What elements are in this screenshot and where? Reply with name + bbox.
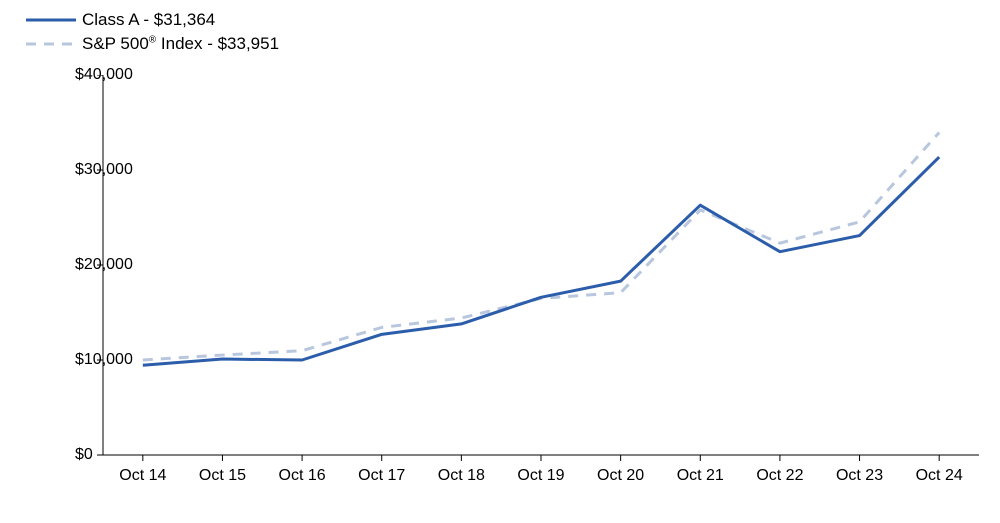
x-tick-label: Oct 18 (438, 467, 485, 485)
x-tick-label: Oct 14 (119, 467, 166, 485)
x-tick-label: Oct 21 (677, 467, 724, 485)
chart-root: { "chart": { "type": "line", "width_px":… (0, 0, 1000, 523)
legend-label-class-a: Class A - $31,364 (82, 10, 215, 30)
x-tick-label: Oct 24 (916, 467, 963, 485)
y-tick-label: $0 (75, 446, 89, 464)
legend: Class A - $31,364 S&P 500® Index - $33,9… (26, 8, 279, 56)
x-tick-label: Oct 20 (597, 467, 644, 485)
y-tick-label: $10,000 (75, 351, 89, 369)
x-tick-label: Oct 15 (199, 467, 246, 485)
series-sp500 (143, 132, 939, 360)
series-class_a (143, 157, 939, 365)
x-tick-label: Oct 23 (836, 467, 883, 485)
x-tick-label: Oct 16 (279, 467, 326, 485)
x-tick-label: Oct 19 (517, 467, 564, 485)
legend-item-sp500: S&P 500® Index - $33,951 (26, 32, 279, 56)
chart-svg (95, 75, 979, 463)
legend-swatch-class-a (26, 8, 76, 32)
x-tick-label: Oct 17 (358, 467, 405, 485)
y-tick-label: $40,000 (75, 66, 89, 84)
x-tick-label: Oct 22 (756, 467, 803, 485)
y-tick-label: $20,000 (75, 256, 89, 274)
legend-label-sp500: S&P 500® Index - $33,951 (82, 34, 279, 54)
legend-swatch-sp500 (26, 32, 76, 56)
legend-item-class-a: Class A - $31,364 (26, 8, 279, 32)
y-tick-label: $30,000 (75, 161, 89, 179)
plot-area: $0$10,000$20,000$30,000$40,000 Oct 14Oct… (103, 75, 979, 455)
